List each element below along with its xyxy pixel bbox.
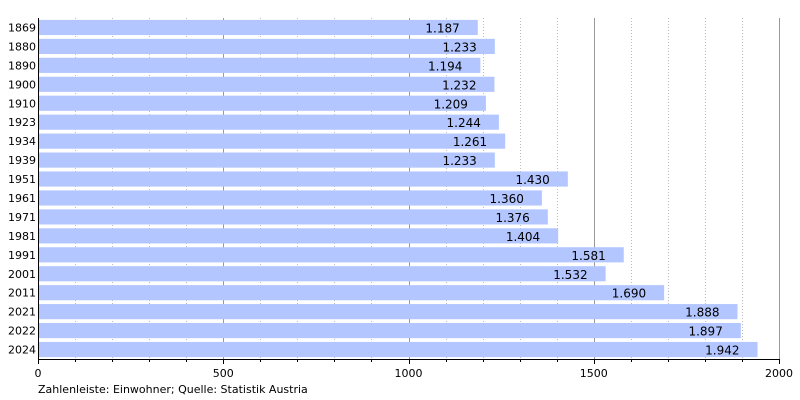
value-label: 1.244 (447, 116, 481, 130)
x-tick-label: 0 (35, 367, 42, 380)
x-tick-label: 2000 (765, 367, 793, 380)
value-label: 1.581 (571, 249, 605, 263)
x-tick-label: 1500 (580, 367, 608, 380)
bar (38, 114, 499, 130)
category-label: 1910 (8, 97, 36, 110)
category-label: 1991 (8, 249, 36, 262)
category-label: 1880 (8, 40, 36, 53)
source-note: Zahlenleiste: Einwohner; Quelle: Statist… (38, 383, 308, 396)
bar (38, 57, 481, 73)
category-label: 2001 (8, 268, 36, 281)
category-label: 1934 (8, 135, 36, 148)
bar (38, 341, 758, 358)
category-label: 2011 (8, 287, 36, 300)
category-label: 1951 (8, 173, 36, 186)
bar (38, 76, 495, 92)
category-label: 1890 (8, 59, 36, 72)
bar (38, 190, 542, 206)
bar (38, 247, 624, 263)
category-label: 1981 (8, 230, 36, 243)
value-label: 1.690 (612, 287, 646, 301)
value-label: 1.942 (705, 344, 739, 358)
bar (38, 133, 506, 149)
category-label: 2021 (8, 306, 36, 319)
bar (38, 95, 486, 111)
value-label: 1.194 (428, 59, 462, 73)
category-label: 2022 (8, 325, 36, 338)
bar (38, 171, 568, 187)
category-label: 1900 (8, 78, 36, 91)
x-tick-label: 500 (213, 367, 234, 380)
bar (38, 152, 495, 168)
value-label: 1.888 (685, 306, 719, 320)
value-label: 1.187 (425, 21, 459, 35)
category-label: 1869 (8, 21, 36, 34)
value-label: 1.261 (453, 135, 487, 149)
bar (38, 228, 559, 244)
value-label: 1.532 (553, 268, 587, 282)
value-label: 1.232 (442, 78, 476, 92)
category-label: 1961 (8, 192, 36, 205)
bars (38, 19, 758, 358)
bar (38, 266, 606, 282)
value-label: 1.233 (442, 40, 476, 54)
bar (38, 19, 478, 36)
value-label: 1.430 (515, 173, 549, 187)
x-tick-label: 1000 (395, 367, 423, 380)
bar (38, 304, 738, 320)
bar (38, 285, 665, 301)
value-label: 1.209 (434, 97, 468, 111)
value-label: 1.376 (495, 211, 529, 225)
category-label: 1923 (8, 116, 36, 129)
value-label: 1.404 (506, 230, 540, 244)
category-labels: 1869 1880 1890 1900 1910 1923 1934 1939 1951 1961… (8, 21, 36, 356)
category-label: 2024 (8, 344, 36, 357)
category-label: 1971 (8, 211, 36, 224)
x-axis: 0 500 1000 1500 2000 (35, 18, 793, 380)
value-label: 1.360 (490, 192, 524, 206)
category-label: 1939 (8, 154, 36, 167)
bar (38, 323, 741, 339)
bar (38, 38, 495, 54)
bar (38, 209, 548, 225)
value-labels: 1.187 1.233 1.194 1.232 1.209 1.244 1.261 1.233… (425, 21, 739, 357)
grid (75, 18, 780, 359)
value-label: 1.897 (688, 325, 722, 339)
value-label: 1.233 (442, 154, 476, 168)
